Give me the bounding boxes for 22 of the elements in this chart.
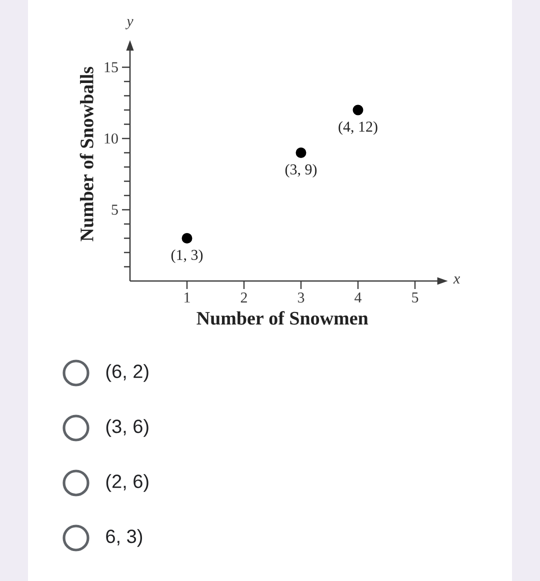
text: (6, 2): [106, 364, 148, 382]
point: [352, 104, 364, 116]
annotation: (4, 12): [338, 121, 378, 135]
text: 6, 3): [106, 529, 142, 547]
point: [182, 233, 192, 244]
text: x: [453, 276, 460, 284]
y-axis-title: Number of Snowballs: [80, 66, 94, 242]
x-tick-label: 2: [240, 292, 247, 302]
text: (2, 6): [106, 474, 148, 492]
text: y: [125, 19, 134, 30]
x-tick-label: 3: [298, 292, 304, 303]
annotation: (3, 9): [285, 164, 317, 178]
x-tick-label: 5: [412, 292, 418, 302]
x-tick-label: 4: [354, 292, 362, 302]
y-tick-label: 10: [104, 133, 118, 144]
x-axis-title: Number of Snowmen: [196, 311, 368, 325]
annotation: (1, 3): [171, 249, 203, 264]
y-tick-label: 5: [112, 204, 118, 215]
text: (3, 6): [106, 419, 148, 437]
x-tick-label: 1: [184, 292, 190, 302]
y-tick-label: 15: [104, 62, 118, 72]
point: [296, 148, 306, 158]
